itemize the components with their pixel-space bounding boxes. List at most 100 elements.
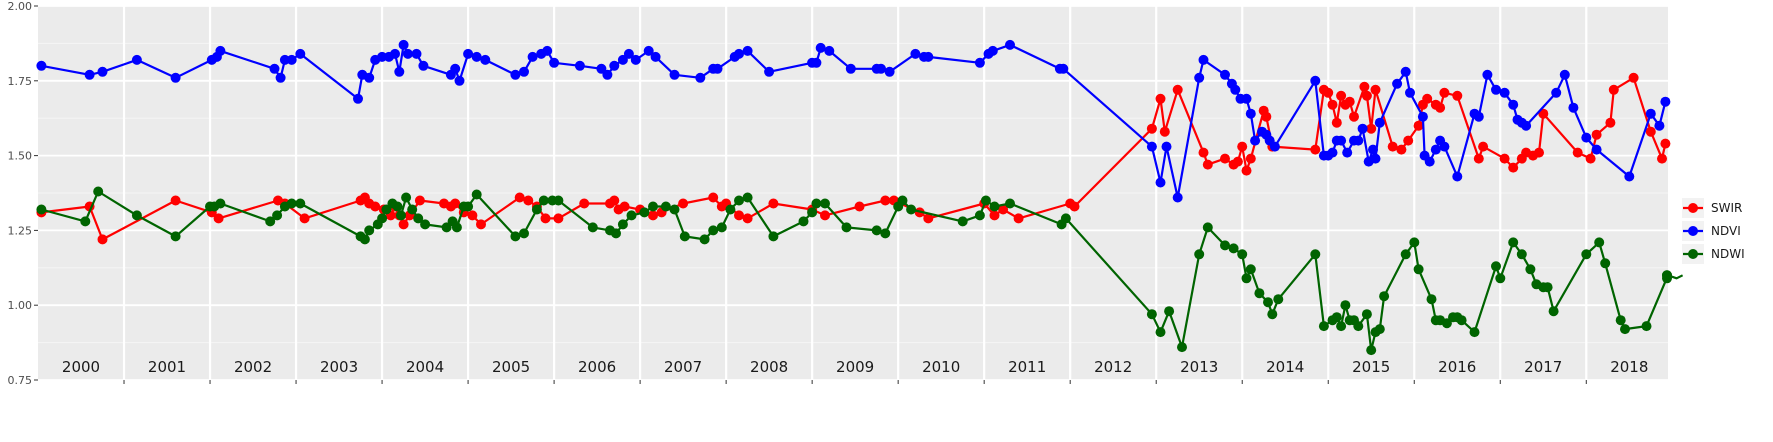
- point-ndwi: [626, 210, 637, 221]
- point-ndwi: [660, 201, 671, 212]
- year-label: 2012: [1094, 358, 1132, 376]
- point-swir: [1591, 129, 1602, 140]
- point-ndvi: [402, 48, 413, 59]
- point-ndvi: [811, 57, 822, 68]
- point-ndwi: [364, 225, 375, 236]
- point-ndvi: [1357, 123, 1368, 134]
- point-ndvi: [602, 69, 613, 80]
- point-swir: [708, 192, 719, 203]
- point-swir: [213, 213, 224, 224]
- point-ndvi: [1198, 54, 1209, 65]
- point-ndvi: [1269, 141, 1280, 152]
- point-ndwi: [396, 210, 406, 221]
- point-ndvi: [1245, 108, 1256, 119]
- point-ndwi: [768, 231, 779, 242]
- point-ndwi: [1228, 243, 1239, 254]
- point-ndvi: [519, 66, 529, 77]
- point-ndwi: [420, 219, 431, 230]
- point-ndwi: [1273, 294, 1284, 305]
- point-swir: [1499, 153, 1510, 164]
- point-swir: [1172, 84, 1183, 95]
- point-swir: [1534, 147, 1544, 158]
- point-ndwi: [1241, 273, 1252, 284]
- point-ndvi: [394, 66, 405, 77]
- point-swir: [998, 204, 1009, 215]
- point-ndwi: [1331, 312, 1342, 323]
- point-ndvi: [1005, 39, 1015, 50]
- point-ndvi: [1439, 141, 1450, 152]
- point-ndvi: [1155, 177, 1166, 188]
- point-swir: [1327, 99, 1338, 110]
- point-ndvi: [549, 57, 560, 68]
- point-ndwi: [1516, 249, 1527, 260]
- point-swir: [1155, 93, 1166, 104]
- point-ndwi: [413, 213, 424, 224]
- point-ndwi: [272, 210, 283, 221]
- point-ndvi: [742, 45, 753, 56]
- year-label: 2015: [1352, 358, 1390, 376]
- point-ndwi: [1310, 249, 1321, 260]
- point-ndvi: [1624, 171, 1635, 182]
- point-ndwi: [1542, 282, 1553, 293]
- point-ndvi: [910, 48, 921, 59]
- point-ndvi: [1161, 141, 1172, 152]
- point-ndwi: [36, 204, 47, 215]
- point-ndvi: [1194, 72, 1205, 83]
- point-swir: [1013, 213, 1024, 224]
- point-ndwi: [1491, 261, 1501, 272]
- point-ndwi: [587, 222, 598, 233]
- point-ndwi: [451, 222, 462, 233]
- point-ndvi: [923, 51, 934, 62]
- point-swir: [1605, 117, 1616, 128]
- y-tick-label: 2.00: [8, 0, 33, 13]
- point-ndwi: [742, 192, 753, 203]
- point-ndwi: [471, 189, 482, 200]
- point-ndvi: [815, 42, 826, 53]
- point-ndwi: [1400, 249, 1411, 260]
- point-ndvi: [609, 60, 620, 71]
- point-ndvi: [1368, 144, 1378, 155]
- point-ndvi: [1241, 93, 1252, 104]
- point-ndvi: [1559, 69, 1570, 80]
- point-ndwi: [1254, 288, 1265, 299]
- year-label: 2014: [1266, 358, 1304, 376]
- point-ndwi: [639, 207, 650, 218]
- year-label: 2001: [148, 358, 186, 376]
- point-ndwi: [679, 231, 690, 242]
- point-ndvi: [1342, 147, 1353, 158]
- point-ndvi: [643, 45, 654, 56]
- point-ndvi: [734, 48, 744, 59]
- point-ndwi: [1237, 249, 1248, 260]
- point-ndwi: [841, 222, 852, 233]
- point-ndvi: [450, 63, 461, 74]
- point-ndvi: [1660, 96, 1671, 107]
- point-ndvi: [1482, 69, 1493, 80]
- point-swir: [1198, 147, 1209, 158]
- point-ndwi: [798, 216, 809, 227]
- point-swir: [1439, 87, 1450, 98]
- point-swir: [1146, 123, 1157, 134]
- point-ndvi: [1250, 135, 1261, 146]
- point-ndwi: [871, 225, 882, 236]
- point-swir: [299, 213, 310, 224]
- point-ndvi: [1400, 66, 1411, 77]
- point-ndvi: [353, 93, 363, 104]
- point-ndvi: [712, 63, 723, 74]
- point-ndwi: [957, 216, 968, 227]
- point-ndwi: [708, 225, 719, 236]
- point-ndwi: [989, 201, 1000, 212]
- point-swir: [1261, 111, 1272, 122]
- point-ndwi: [1581, 249, 1592, 260]
- point-ndwi: [1456, 315, 1467, 326]
- y-tick-label: 0.75: [8, 374, 33, 387]
- point-ndwi: [1005, 198, 1015, 209]
- y-tick-label: 1.75: [8, 75, 33, 88]
- point-ndwi: [553, 195, 564, 206]
- point-ndwi: [807, 207, 818, 218]
- point-swir: [514, 192, 525, 203]
- year-labels: 2000 2001 2002 2003 2004 2005 2006 2007 2008 2009…: [62, 358, 1648, 376]
- point-ndwi: [974, 210, 985, 221]
- point-ndwi: [1426, 294, 1437, 305]
- point-ndvi: [1353, 135, 1364, 146]
- point-ndwi: [510, 231, 521, 242]
